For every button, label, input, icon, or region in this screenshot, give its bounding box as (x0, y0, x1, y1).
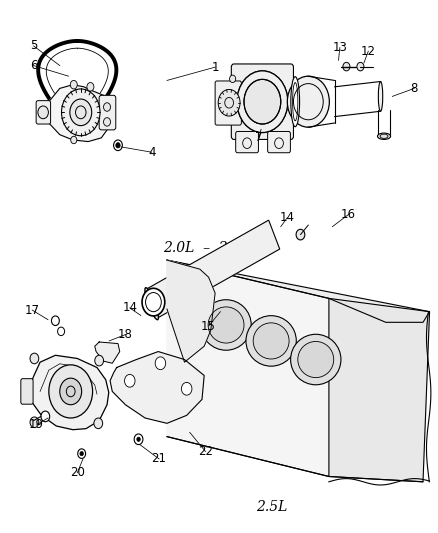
Text: 1: 1 (211, 61, 219, 74)
Text: 20: 20 (70, 466, 85, 479)
Circle shape (181, 382, 191, 395)
Circle shape (41, 411, 49, 422)
Polygon shape (110, 352, 204, 423)
Polygon shape (166, 260, 428, 322)
Circle shape (244, 79, 280, 124)
Ellipse shape (201, 300, 251, 350)
Polygon shape (27, 356, 109, 430)
Circle shape (137, 437, 140, 441)
Text: 13: 13 (332, 41, 346, 54)
Text: 8: 8 (410, 82, 417, 95)
Text: 22: 22 (198, 445, 212, 458)
Text: 17: 17 (25, 304, 39, 317)
Text: 16: 16 (340, 208, 355, 221)
Circle shape (87, 83, 94, 91)
FancyBboxPatch shape (99, 95, 116, 130)
Circle shape (95, 356, 103, 366)
Text: 21: 21 (151, 453, 166, 465)
Ellipse shape (297, 342, 333, 377)
Text: 6: 6 (30, 59, 37, 72)
Ellipse shape (290, 334, 340, 385)
Polygon shape (146, 220, 279, 318)
Text: 19: 19 (29, 418, 44, 431)
Circle shape (237, 71, 287, 133)
Ellipse shape (253, 323, 288, 359)
Circle shape (60, 378, 81, 405)
FancyBboxPatch shape (231, 64, 293, 140)
Circle shape (342, 62, 349, 71)
Polygon shape (166, 260, 215, 362)
Ellipse shape (378, 82, 382, 111)
Circle shape (116, 143, 120, 148)
Circle shape (78, 449, 85, 458)
Circle shape (30, 353, 39, 364)
FancyBboxPatch shape (235, 132, 258, 153)
Polygon shape (95, 342, 120, 364)
Circle shape (155, 357, 165, 369)
Circle shape (70, 80, 77, 89)
Circle shape (94, 418, 102, 429)
Circle shape (103, 118, 110, 126)
Polygon shape (166, 260, 328, 477)
Circle shape (80, 451, 83, 456)
Circle shape (124, 374, 135, 387)
Circle shape (142, 288, 164, 316)
Circle shape (237, 71, 287, 133)
Circle shape (51, 316, 59, 326)
Polygon shape (328, 298, 428, 482)
Circle shape (113, 140, 122, 151)
FancyBboxPatch shape (215, 81, 241, 125)
Circle shape (70, 99, 92, 126)
Circle shape (356, 62, 363, 71)
Ellipse shape (145, 288, 158, 320)
Text: 12: 12 (360, 45, 375, 58)
Text: 18: 18 (118, 328, 133, 341)
FancyBboxPatch shape (267, 132, 290, 153)
Polygon shape (43, 85, 111, 142)
Circle shape (71, 136, 77, 144)
Circle shape (295, 229, 304, 240)
Ellipse shape (377, 133, 390, 140)
Circle shape (218, 90, 240, 116)
Text: 4: 4 (148, 146, 155, 159)
Ellipse shape (208, 307, 244, 343)
Ellipse shape (245, 316, 296, 366)
FancyBboxPatch shape (36, 101, 50, 124)
Ellipse shape (290, 77, 299, 127)
FancyBboxPatch shape (21, 378, 33, 404)
Text: 15: 15 (201, 320, 215, 333)
Text: 5: 5 (30, 39, 37, 52)
Text: 2.0L  –  2.4L: 2.0L – 2.4L (162, 241, 249, 255)
Circle shape (57, 327, 64, 336)
Circle shape (287, 76, 328, 127)
Circle shape (30, 417, 39, 427)
Circle shape (134, 434, 143, 445)
Text: 14: 14 (279, 211, 294, 224)
Text: 2.5L: 2.5L (256, 500, 287, 514)
Circle shape (61, 89, 100, 136)
Circle shape (103, 103, 110, 111)
Circle shape (38, 106, 48, 119)
Text: 7: 7 (254, 131, 262, 144)
Circle shape (49, 365, 92, 418)
Circle shape (229, 75, 235, 83)
Text: 14: 14 (122, 302, 137, 314)
